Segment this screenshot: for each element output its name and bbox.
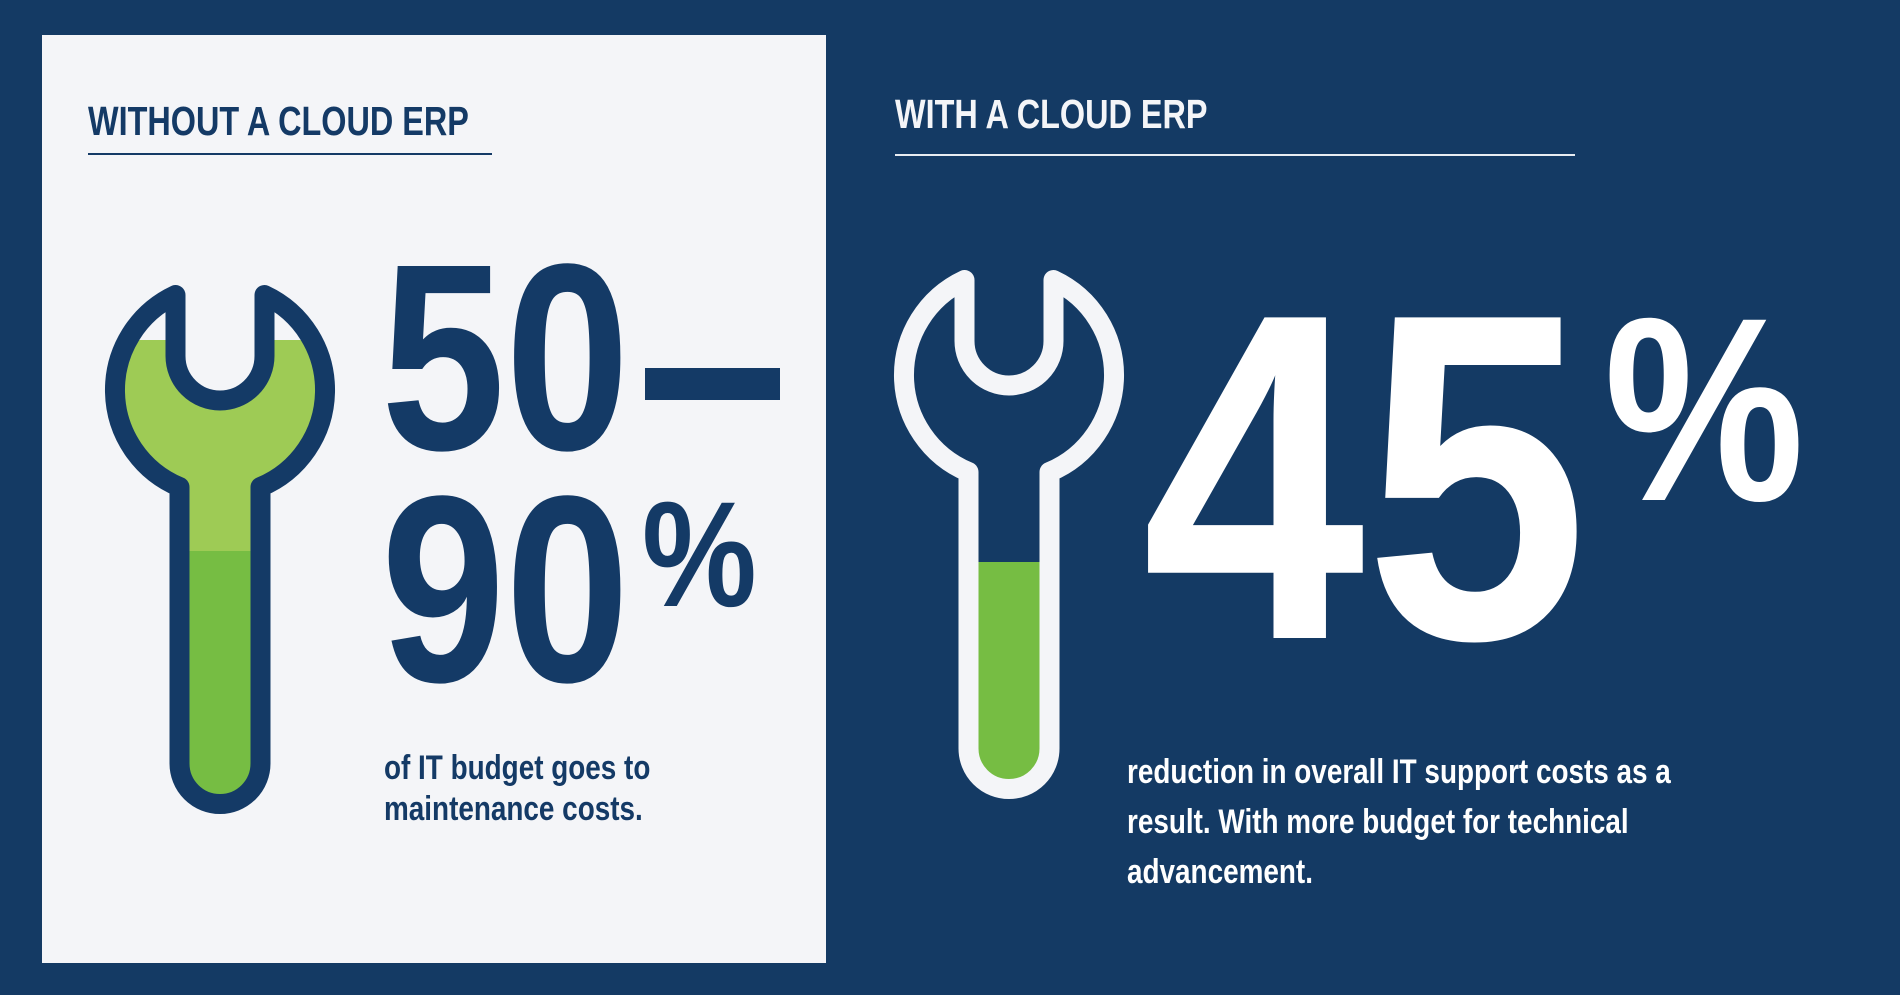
stat-range-start: 50 — [381, 209, 630, 506]
caption-line: advancement. — [1127, 853, 1313, 891]
stat-percent-sign: % — [1604, 263, 1805, 556]
with-caption: reduction in overall IT support costs as… — [1127, 747, 1671, 897]
wrench-icon — [893, 270, 1125, 799]
wrench-icon — [104, 285, 336, 814]
heading-divider-right — [895, 154, 1575, 156]
stat-range-dash — [645, 368, 780, 400]
without-caption: of IT budget goes to maintenance costs. — [384, 748, 650, 830]
without-cloud-erp-heading: WITHOUT A CLOUD ERP — [88, 98, 469, 144]
caption-line: of IT budget goes to — [384, 749, 651, 787]
stat-percent-sign: % — [642, 470, 757, 638]
caption-line: reduction in overall IT support costs as… — [1127, 753, 1671, 791]
stat-range-end: 90 — [381, 441, 630, 738]
caption-line: result. With more budget for technical — [1127, 803, 1629, 841]
stat-value: 45 — [1142, 216, 1588, 737]
caption-line: maintenance costs. — [384, 790, 643, 828]
with-cloud-erp-heading: WITH A CLOUD ERP — [895, 91, 1208, 137]
heading-divider-left — [88, 153, 492, 155]
